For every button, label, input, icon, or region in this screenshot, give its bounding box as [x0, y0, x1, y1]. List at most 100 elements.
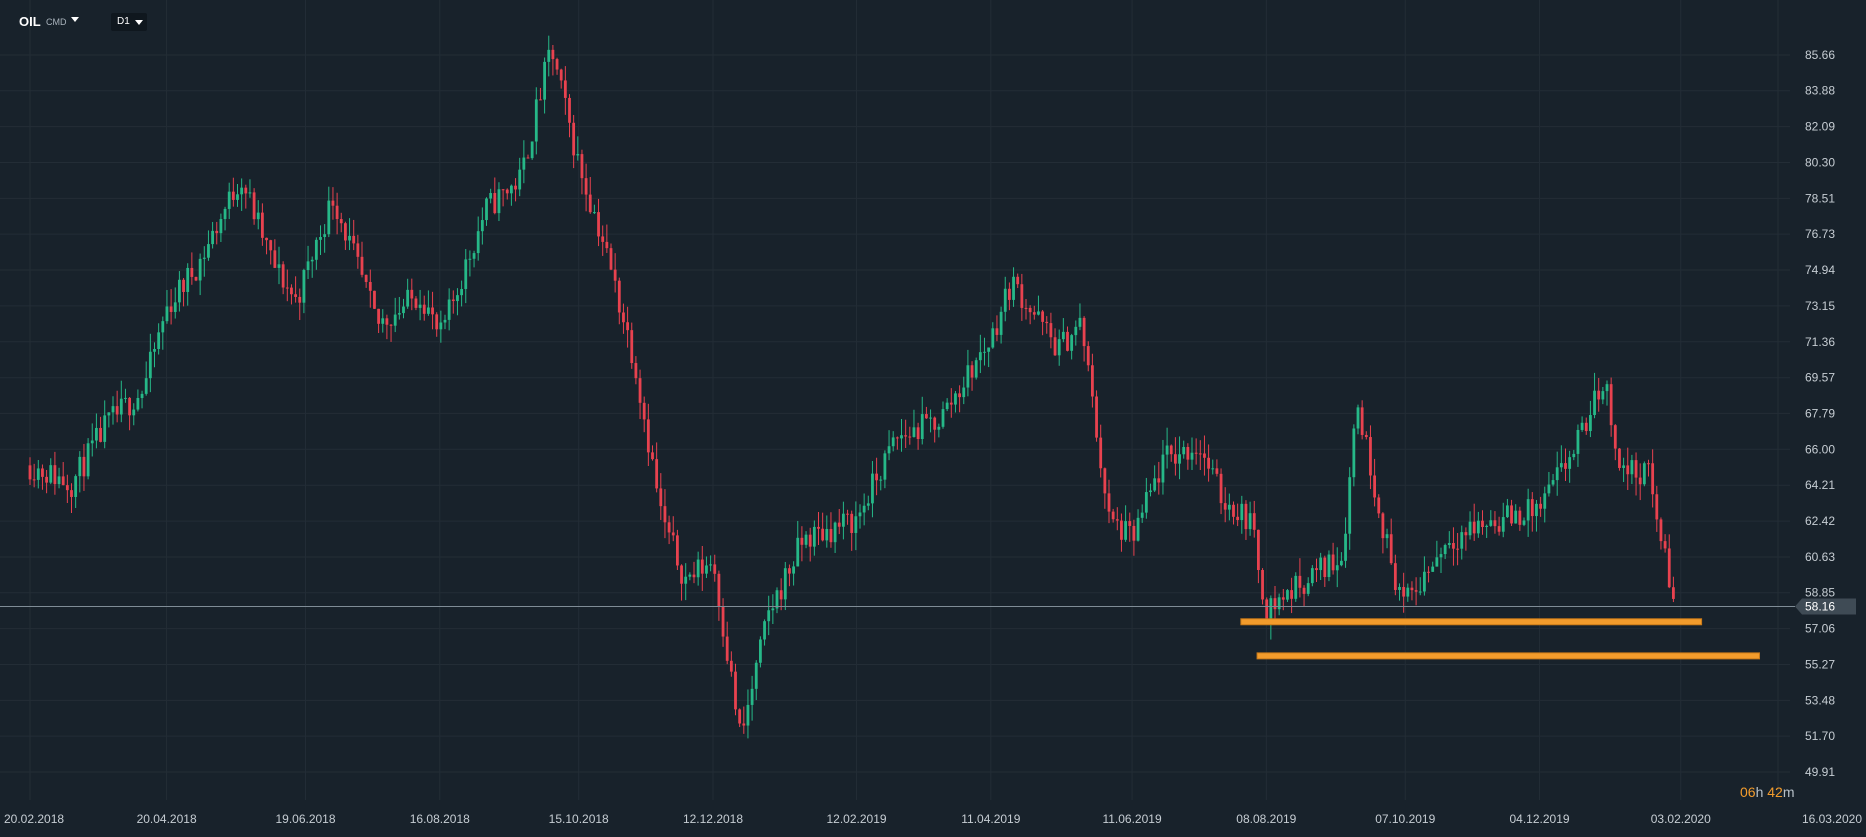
candle-body: [422, 304, 426, 314]
x-tick-label: 12.12.2018: [683, 812, 743, 826]
candle-body: [788, 568, 791, 574]
candle-body: [402, 306, 405, 314]
x-tick-label: 20.02.2018: [4, 812, 64, 826]
x-tick-label: 04.12.2019: [1509, 812, 1569, 826]
x-tick-label: 08.08.2019: [1236, 812, 1296, 826]
candle-body: [1149, 490, 1152, 493]
candle-body: [514, 185, 517, 190]
candle-body: [792, 566, 795, 574]
candle-body: [713, 564, 717, 574]
candle-body: [995, 328, 999, 335]
candle-body: [1381, 513, 1385, 539]
candle-body: [833, 522, 837, 543]
candle-body: [1476, 520, 1480, 534]
instrument-symbol[interactable]: OIL: [19, 14, 41, 29]
candle-body: [144, 378, 148, 394]
candle-body: [1613, 425, 1617, 449]
candle-body: [1526, 499, 1530, 521]
candle-body: [846, 513, 849, 515]
candle-body: [642, 402, 646, 420]
y-tick-label: 49.91: [1805, 765, 1835, 779]
candle-body: [451, 299, 455, 302]
candle-body: [700, 559, 704, 574]
candle-body: [692, 574, 696, 578]
candle-body: [277, 264, 281, 268]
candle-body: [1153, 478, 1157, 491]
candle-body: [1008, 288, 1011, 300]
candle-body: [319, 237, 322, 240]
candle-body: [883, 453, 887, 480]
candle-body: [61, 476, 65, 486]
support-level-line[interactable]: [1240, 618, 1703, 626]
candle-body: [584, 178, 588, 195]
candle-body: [1593, 390, 1596, 416]
candle-body: [252, 192, 256, 220]
candle-body: [339, 219, 343, 224]
candle-body: [115, 406, 119, 415]
candle-body: [655, 459, 659, 489]
candle-body: [1601, 391, 1605, 400]
candle-body: [821, 528, 825, 541]
candle-body: [1103, 468, 1107, 494]
candle-body: [1568, 457, 1572, 469]
candle-body: [775, 590, 779, 609]
candle-body: [1576, 429, 1580, 454]
y-tick-label: 71.36: [1805, 335, 1835, 349]
candle-body: [1186, 446, 1190, 460]
y-tick-label: 58.85: [1805, 586, 1835, 600]
candle-body: [468, 258, 472, 260]
candle-body: [1252, 513, 1256, 530]
candle-body: [1663, 541, 1667, 549]
candle-body: [265, 237, 268, 241]
candle-body: [1298, 575, 1302, 588]
candle-body: [198, 258, 202, 281]
candle-body: [962, 387, 966, 398]
price-axis[interactable]: 85.66 83.88 82.09 80.30 78.51 76.73 74.94 73.15…: [1805, 48, 1835, 779]
candle-body: [111, 406, 115, 413]
timeframe-dropdown-icon: [135, 20, 143, 25]
candle-body: [1240, 503, 1244, 521]
timeframe-selector[interactable]: D1: [111, 13, 147, 31]
candle-body: [1335, 565, 1339, 571]
candle-body: [464, 259, 468, 290]
candle-body: [1514, 510, 1518, 524]
candle-body: [45, 476, 48, 483]
candle-body: [57, 476, 61, 485]
candle-body: [659, 488, 663, 507]
candle-body: [1340, 560, 1343, 566]
candle-body: [1227, 504, 1231, 510]
candle-body: [1277, 597, 1281, 610]
time-axis[interactable]: 20.02.2018 20.04.2018 19.06.2018 16.08.2018…: [4, 812, 1862, 826]
candle-body: [945, 402, 949, 410]
candle-body: [385, 318, 389, 325]
candle-body: [1369, 437, 1372, 476]
candle-body: [244, 187, 248, 194]
x-tick-label: 20.04.2018: [137, 812, 197, 826]
candle-body: [526, 157, 530, 159]
candle-body: [1630, 460, 1634, 475]
candle-body: [1522, 520, 1526, 525]
candle-body: [178, 279, 181, 303]
candle-body: [1559, 463, 1563, 468]
support-level-line[interactable]: [1256, 652, 1760, 660]
candle-body: [593, 212, 596, 214]
candle-body: [1095, 396, 1098, 438]
candle-body: [1003, 288, 1007, 312]
candle-body: [95, 427, 98, 441]
candle-body: [132, 409, 136, 416]
candle-body: [983, 351, 986, 353]
candle-body: [223, 208, 227, 220]
candle-body: [368, 281, 372, 291]
candle-body: [1447, 542, 1451, 546]
candle-body: [215, 230, 219, 234]
instrument-dropdown-icon[interactable]: [71, 17, 79, 22]
candle-body: [920, 414, 924, 440]
candle-body: [1115, 519, 1119, 521]
candle-body: [767, 610, 771, 622]
candle-body: [605, 241, 609, 249]
candle-body: [1331, 554, 1335, 571]
x-tick-label: 12.02.2019: [827, 812, 887, 826]
candle-body: [493, 193, 497, 214]
candle-body: [1190, 452, 1194, 460]
